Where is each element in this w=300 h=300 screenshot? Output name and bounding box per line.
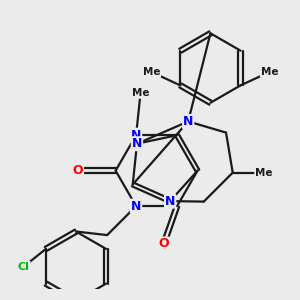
Text: Me: Me: [255, 168, 273, 178]
Text: O: O: [73, 164, 83, 177]
Text: N: N: [165, 195, 175, 208]
Text: Me: Me: [261, 67, 278, 77]
Text: Me: Me: [143, 67, 160, 77]
Text: N: N: [131, 200, 141, 213]
Text: N: N: [131, 129, 141, 142]
Text: Cl: Cl: [18, 262, 30, 272]
Text: O: O: [158, 238, 169, 250]
Text: N: N: [183, 115, 194, 128]
Text: N: N: [132, 137, 142, 150]
Text: Me: Me: [132, 88, 149, 98]
